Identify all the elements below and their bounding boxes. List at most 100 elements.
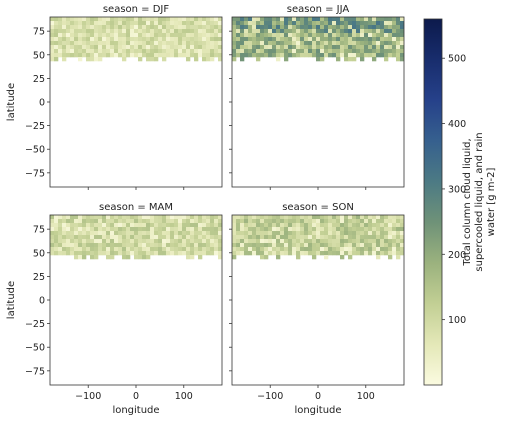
heatmap-cell: [86, 53, 91, 58]
heatmap-cell: [316, 53, 321, 58]
heatmap-cell: [134, 219, 139, 224]
heatmap-cell: [78, 25, 83, 30]
heatmap-cell: [74, 243, 79, 248]
heatmap-cell: [372, 57, 377, 62]
heatmap-cell: [54, 239, 59, 244]
heatmap-cell: [70, 33, 75, 38]
heatmap-cell: [50, 45, 55, 50]
heatmap-cell: [252, 227, 257, 232]
heatmap-cell: [138, 219, 143, 224]
heatmap-cell: [312, 223, 317, 228]
heatmap-cell: [202, 247, 207, 252]
heatmap-cell: [194, 231, 199, 236]
heatmap-cell: [150, 45, 155, 50]
heatmap-cell: [332, 21, 337, 26]
heatmap-cell: [218, 235, 222, 240]
heatmap-cell: [206, 25, 211, 30]
heatmap-cell: [364, 25, 369, 30]
heatmap-cell: [134, 45, 139, 50]
heatmap-cell: [94, 21, 99, 26]
heatmap-cell: [78, 45, 83, 50]
x-axis-label: longitude: [294, 405, 341, 416]
heatmap-cell: [50, 227, 55, 232]
heatmap-cell: [248, 21, 253, 26]
heatmap-cell: [214, 247, 219, 252]
heatmap-cell: [170, 37, 175, 42]
heatmap-cell: [126, 227, 131, 232]
heatmap-cell: [244, 219, 249, 224]
heatmap-cell: [214, 17, 219, 22]
heatmap-cell: [260, 33, 265, 38]
heatmap-cell: [110, 231, 115, 236]
heatmap-cell: [272, 29, 277, 34]
heatmap-cell: [360, 247, 365, 252]
heatmap-cell: [256, 235, 261, 240]
heatmap-cell: [134, 239, 139, 244]
heatmap-cell: [74, 21, 79, 26]
heatmap-cell: [272, 251, 277, 256]
heatmap-cell: [308, 215, 313, 220]
heatmap-cell: [248, 215, 253, 220]
heatmap-cell: [218, 57, 222, 62]
heatmap-cell: [102, 33, 107, 38]
heatmap-cell: [264, 247, 269, 252]
heatmap-cell: [110, 33, 115, 38]
heatmap-cell: [114, 45, 119, 50]
heatmap-cell: [206, 247, 211, 252]
heatmap-cell: [210, 37, 215, 42]
heatmap-cell: [210, 251, 215, 256]
heatmap-cell: [388, 33, 393, 38]
heatmap-cell: [102, 29, 107, 34]
heatmap-cell: [272, 45, 277, 50]
heatmap-cell: [194, 223, 199, 228]
heatmap-cell: [400, 37, 404, 42]
heatmap-cell: [308, 25, 313, 30]
heatmap-cell: [320, 223, 325, 228]
heatmap-cell: [312, 37, 317, 42]
heatmap-cell: [170, 251, 175, 256]
heatmap-cell: [364, 37, 369, 42]
heatmap-cell: [384, 219, 389, 224]
heatmap-cell: [248, 25, 253, 30]
heatmap-cell: [98, 251, 103, 256]
heatmap-cell: [256, 49, 261, 54]
heatmap-cell: [400, 25, 404, 30]
heatmap-cell: [146, 21, 151, 26]
heatmap-cell: [260, 45, 265, 50]
heatmap-cell: [106, 53, 111, 58]
heatmap-cell: [66, 29, 71, 34]
heatmap-cell: [214, 45, 219, 50]
heatmap-cell: [252, 223, 257, 228]
heatmap-cell: [276, 239, 281, 244]
heatmap-cell: [78, 17, 83, 22]
heatmap-cell: [320, 41, 325, 46]
heatmap-cell: [308, 45, 313, 50]
heatmap-cell: [232, 17, 237, 22]
heatmap-cell: [98, 41, 103, 46]
heatmap-cell: [178, 231, 183, 236]
heatmap-cell: [54, 251, 59, 256]
heatmap-cell: [142, 251, 147, 256]
heatmap-cell: [276, 29, 281, 34]
heatmap-cell: [348, 53, 353, 58]
heatmap-cell: [102, 215, 107, 220]
heatmap-cell: [146, 231, 151, 236]
heatmap-cell: [90, 49, 95, 54]
heatmap-cell: [134, 53, 139, 58]
ytick-label: 0: [39, 296, 45, 307]
heatmap-cell: [58, 251, 63, 256]
heatmap-cell: [162, 21, 167, 26]
heatmap-cell: [316, 227, 321, 232]
heatmap-cell: [316, 29, 321, 34]
heatmap-cell: [102, 45, 107, 50]
heatmap-cell: [356, 219, 361, 224]
heatmap-cell: [256, 215, 261, 220]
heatmap-cell: [364, 45, 369, 50]
heatmap-cell: [214, 235, 219, 240]
heatmap-cell: [364, 41, 369, 46]
heatmap-cell: [66, 33, 71, 38]
heatmap-cell: [312, 239, 317, 244]
heatmap-cell: [364, 219, 369, 224]
ytick-label: 75: [33, 225, 45, 236]
heatmap-cell: [154, 57, 159, 62]
